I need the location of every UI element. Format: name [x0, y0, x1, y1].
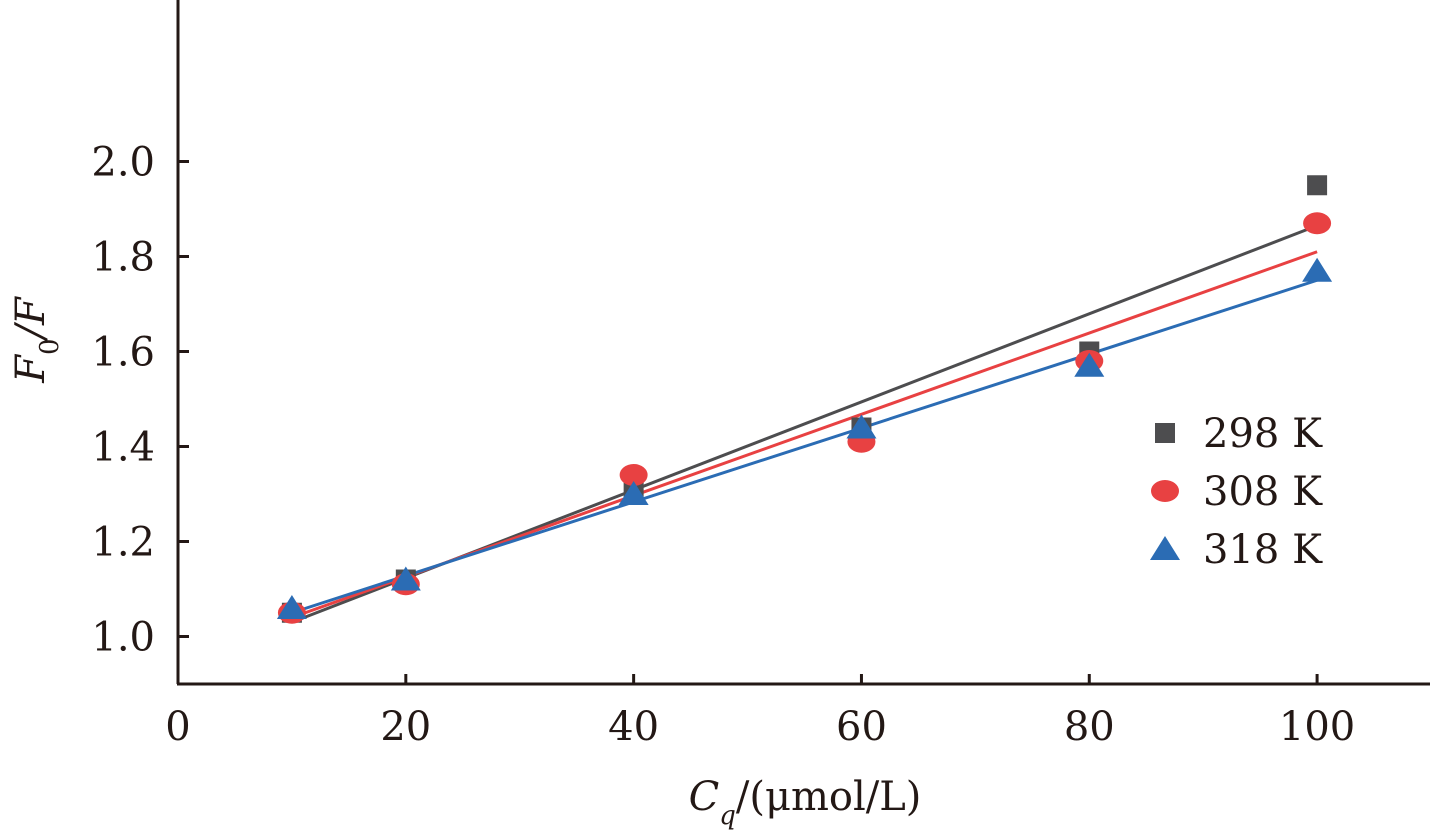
data-point-318-k: [1074, 352, 1105, 377]
y-axis-title: F0/F: [8, 296, 65, 384]
legend: 298 K 308 K 318 K: [1150, 411, 1323, 573]
x-tick-label: 80: [1064, 704, 1115, 750]
legend-item-318-k: 318 K: [1150, 527, 1323, 573]
x-tick-label: 40: [608, 704, 659, 750]
data-point-318-k: [1302, 257, 1333, 282]
axes: [176, 0, 1430, 686]
ticks: 0 20 40 60 80 100 1.0 1.2 1.4 1.6 1.8 2.0: [91, 140, 1355, 751]
y-axis-title-sub: 0: [35, 338, 65, 355]
x-tick-label: 60: [836, 704, 887, 750]
y-axis-title-rest: /F: [8, 296, 54, 342]
data-point-318-k: [276, 595, 307, 619]
y-tick-label: 1.8: [91, 235, 155, 281]
x-axis-title-sub: q: [719, 801, 736, 831]
data-point-318-k: [846, 414, 877, 439]
fit-line-318-k: [291, 278, 1318, 615]
x-axis-title-rest: /(μmol/L): [736, 774, 922, 820]
y-tick-label: 1.4: [91, 425, 155, 471]
legend-label: 298 K: [1203, 411, 1323, 457]
data-point-298-k: [1307, 175, 1328, 196]
legend-marker-318-k: [1150, 536, 1180, 560]
data-point-318-k: [390, 566, 421, 591]
legend-item-298-k: 298 K: [1155, 411, 1323, 457]
legend-item-308-k: 308 K: [1151, 469, 1323, 515]
y-tick-label: 1.2: [91, 520, 155, 566]
data-point-308-k: [619, 464, 648, 486]
x-tick-label: 0: [165, 704, 190, 750]
y-tick-label: 1.0: [91, 615, 155, 661]
legend-marker-298-k: [1155, 423, 1175, 443]
x-axis-title-main: C: [689, 774, 720, 820]
data-point-318-k: [618, 481, 649, 505]
x-tick-label: 20: [380, 704, 431, 750]
legend-marker-308-k: [1151, 480, 1179, 502]
y-tick-label: 1.6: [91, 330, 155, 376]
y-tick-label: 2.0: [91, 140, 155, 186]
y-axis-title-main: F: [8, 354, 54, 384]
legend-label: 308 K: [1203, 469, 1323, 515]
x-axis-title: Cq/(μmol/L): [689, 774, 922, 831]
x-tick-label: 100: [1279, 704, 1355, 750]
fit-lines: [291, 224, 1318, 624]
data-point-308-k: [1303, 212, 1332, 235]
legend-label: 318 K: [1203, 527, 1323, 573]
markers: [276, 175, 1333, 624]
